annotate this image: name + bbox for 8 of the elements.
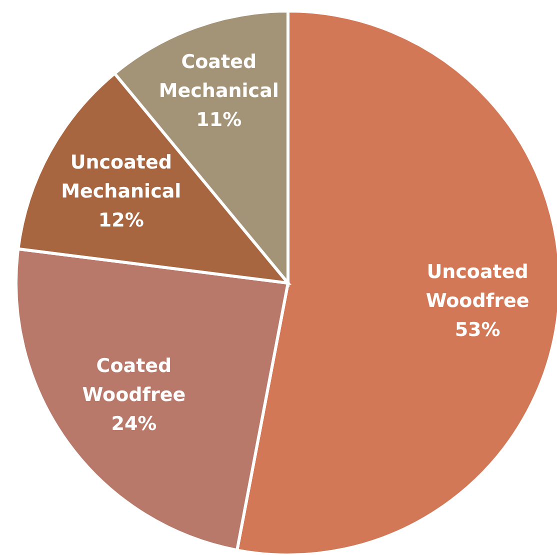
data-label: 53% xyxy=(454,318,500,341)
slice-label: Uncoated Woodfree xyxy=(426,260,530,312)
slice-label: Coated Woodfree xyxy=(82,354,186,406)
data-label: 11% xyxy=(196,109,242,132)
data-label: 24% xyxy=(111,412,157,435)
data-label: 12% xyxy=(98,209,144,232)
slice-label: Uncoated Mechanical xyxy=(61,151,182,202)
slice-label: Coated Mechanical xyxy=(158,51,279,102)
